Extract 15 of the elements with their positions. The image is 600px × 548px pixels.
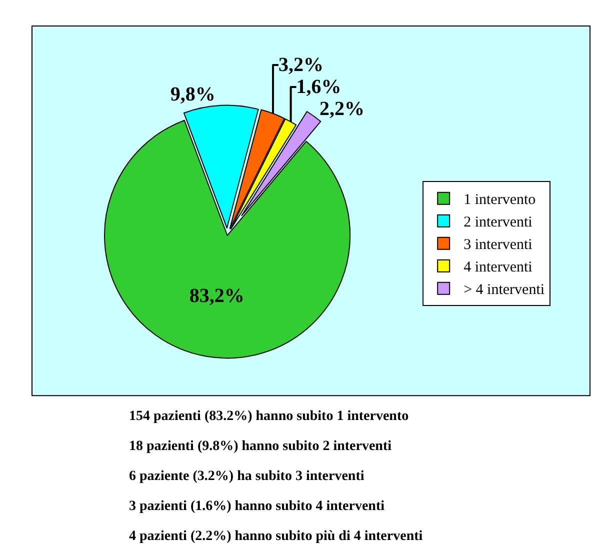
data-label: 83,2% bbox=[189, 284, 244, 307]
data-label: 1,6% bbox=[296, 76, 342, 98]
text: 18 pazienti (9.8%) hanno subito 2 interventi bbox=[129, 439, 392, 454]
data-label: 9,8% bbox=[170, 83, 216, 106]
text: 3 pazienti (1.6%) hanno subito 4 interventi bbox=[129, 499, 385, 514]
text: 6 paziente (3.2%) ha subito 3 interventi bbox=[129, 469, 364, 484]
text: 4 pazienti (2.2%) hanno subito più di 4 interventi bbox=[129, 529, 423, 544]
text: 154 pazienti (83.2%) hanno subito 1 intervento bbox=[129, 409, 409, 424]
legend-label: 4 interventi bbox=[464, 260, 532, 276]
data-label: 2,2% bbox=[319, 98, 364, 120]
legend-label: 3 interventi bbox=[464, 237, 532, 254]
data-label: 3,2% bbox=[278, 54, 324, 76]
legend-label: 2 interventi bbox=[464, 214, 532, 231]
legend-label: > 4 interventi bbox=[464, 282, 545, 298]
legend-label: 1 intervento bbox=[464, 192, 536, 208]
